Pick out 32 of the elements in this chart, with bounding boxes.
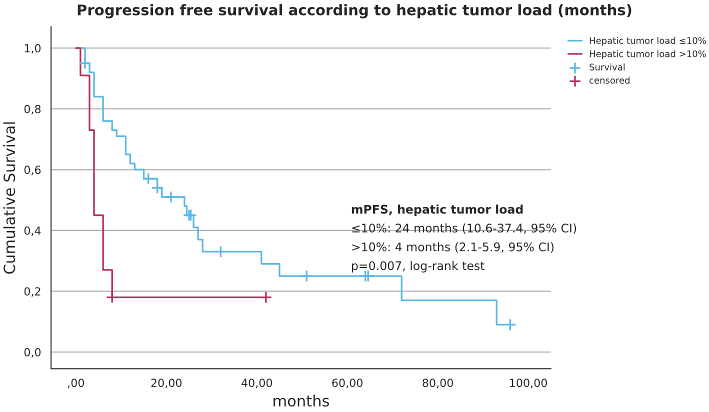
y-tick-label: 0,0 (24, 348, 41, 358)
point (142, 172, 155, 185)
annotation: ≤10%: 24 months (10.6-37.4, 95% CI) (352, 223, 576, 234)
legend-label: censored (589, 76, 630, 84)
point (106, 291, 118, 304)
annotation: mPFS, hepatic tumor load (352, 204, 523, 216)
x-tick-label: 100,00 (510, 378, 547, 388)
point (78, 57, 92, 70)
annotation: p=0.007, log-rank test (352, 261, 484, 272)
x-axis-title: months (274, 394, 329, 407)
y-tick-label: 0,6 (24, 166, 41, 176)
x-tick-label: 80,00 (422, 378, 453, 388)
legend-label: Survival (590, 63, 625, 70)
annotation: >10%: 4 months (2.1-5.9, 95% CI) (352, 242, 554, 253)
legend-label: Hepatic tumor load ≤10% (590, 36, 706, 46)
chart-title: Progression free survival according to hepatic tumor load (months) (78, 4, 632, 18)
y-tick-label: 0,2 (24, 287, 40, 297)
x-tick-label: ,00 (68, 378, 84, 388)
x-tick-label: 40,00 (242, 378, 272, 388)
point (164, 190, 178, 204)
x-tick-label: 20,00 (151, 378, 182, 388)
y-axis-title: Cumulative Survival (3, 122, 16, 274)
y-tick-label: 1,0 (24, 44, 41, 54)
point (214, 246, 227, 258)
point (151, 182, 164, 194)
y-tick-label: 0,8 (24, 104, 41, 114)
x-tick-label: 60,00 (332, 378, 363, 388)
y-tick-label: 0,4 (24, 226, 41, 236)
point (260, 291, 272, 304)
legend-label: Hepatic tumor load >10% (590, 50, 706, 59)
point (504, 318, 516, 331)
point (300, 270, 313, 282)
